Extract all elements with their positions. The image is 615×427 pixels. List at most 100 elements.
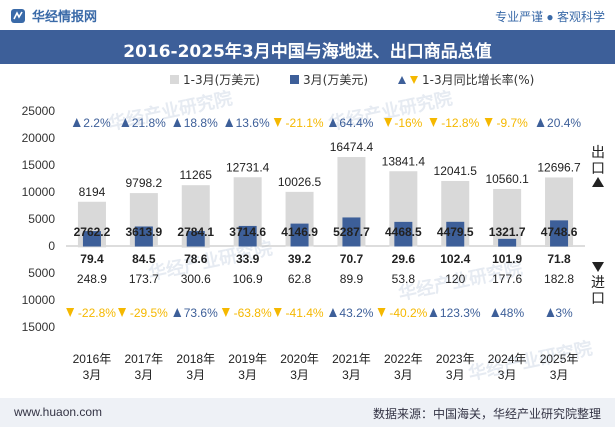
footer-website: www.huaon.com [14,405,103,419]
label-import-ytd: 53.8 [392,272,416,286]
label-export-month: 4748.6 [541,225,578,239]
x-tick-label: 2017年 3月 [124,352,163,382]
label-import-month: 84.5 [132,252,156,266]
label-export-growth: 64.4% [339,116,373,130]
footer-source: 数据来源：中国海关，华经产业研究院整理 [372,407,601,421]
side-label-import-char: 口 [591,290,605,306]
y-tick-label: 10000 [22,185,56,199]
label-import-ytd: 120 [445,272,465,286]
label-import-ytd: 248.9 [77,272,107,286]
label-import-growth: 73.6% [184,306,218,320]
label-export-ytd: 9798.2 [125,176,162,190]
bar-export-month [134,226,153,246]
growth-down-icon [221,308,230,317]
growth-down-icon [273,308,282,317]
label-import-ytd: 106.9 [233,272,263,286]
legend-swatch-ytd [170,75,179,84]
title-bar: 2016-2025年3月中国与海地进、出口商品总值 [0,30,615,64]
bar-export-month [446,221,465,246]
import-down-arrow-icon [592,262,604,272]
label-import-growth: -22.8% [78,306,116,320]
label-import-month: 33.9 [236,252,260,266]
x-tick-label: 2019年 3月 [228,352,267,382]
label-import-growth: 48% [500,306,524,320]
label-export-month: 3714.6 [229,225,266,239]
label-export-month: 2784.1 [177,225,214,239]
x-tick-label: 2018年 3月 [176,352,215,382]
y-tick-label: 0 [48,239,55,253]
x-tick-label: 2021年 3月 [332,352,371,382]
label-export-month: 4468.5 [385,225,422,239]
growth-down-icon [384,118,393,127]
label-import-growth: 3% [555,306,573,320]
label-import-ytd: 173.7 [129,272,159,286]
growth-up-icon [173,308,182,317]
label-export-ytd: 11265 [180,168,213,182]
growth-up-icon [225,118,234,127]
label-export-growth: 20.4% [547,116,581,130]
bar-export-month [238,225,257,246]
side-label-export-char: 出 [591,144,605,160]
growth-down-icon [66,308,75,317]
label-import-growth: -41.4% [286,306,324,320]
brand-logo-icon [11,8,25,23]
label-export-ytd: 13841.4 [382,154,426,168]
x-tick-label: 2020年 3月 [280,352,319,382]
growth-up-icon [328,118,337,127]
bar-import-month [290,246,309,247]
label-export-growth: 13.6% [236,116,270,130]
side-label-export-char: 口 [591,160,605,176]
label-export-ytd: 12041.5 [434,164,478,178]
brand: 华经情报网 [10,6,97,25]
label-import-ytd: 182.8 [544,272,574,286]
growth-down-icon [273,118,282,127]
bar-export-month [550,220,569,246]
bar-import-month [134,246,153,247]
label-export-growth: -21.1% [286,116,324,130]
bar-import-month [498,246,517,247]
bar-import-ytd [181,246,210,248]
label-export-ytd: 10560.1 [485,172,529,186]
label-import-month: 79.4 [80,252,104,266]
bar-export-ytd [493,188,522,246]
bar-import-month [82,246,101,247]
label-export-month: 4146.9 [281,225,318,239]
y-tick-label: 20000 [22,131,56,145]
label-export-month: 4479.5 [437,225,474,239]
growth-up-icon [536,118,545,127]
bar-export-month [394,221,413,246]
y-tick-label: 10000 [22,293,56,307]
chart-title: 2016-2025年3月中国与海地进、出口商品总值 [123,42,492,62]
bar-import-ytd [77,246,106,248]
label-export-ytd: 16474.4 [330,140,374,154]
label-export-growth: -9.7% [496,116,528,130]
bar-import-month [238,246,257,247]
label-import-month: 29.6 [392,252,416,266]
label-import-growth: 43.2% [339,306,373,320]
label-import-growth: -40.2% [389,306,427,320]
legend-up-icon [398,76,406,84]
growth-up-icon [328,308,337,317]
label-export-ytd: 12696.7 [537,160,581,174]
legend-swatch-month [290,75,299,84]
growth-down-icon [118,308,127,317]
footer: www.huaon.com 数据来源：中国海关，华经产业研究院整理 [0,398,615,427]
y-tick-label: 25000 [22,104,56,118]
x-tick-label: 2025年 3月 [540,352,579,382]
bar-import-month [446,246,465,247]
label-import-month: 71.8 [547,252,571,266]
label-export-growth: 18.8% [184,116,218,130]
label-import-growth: -63.8% [234,306,272,320]
bar-import-month [342,246,361,247]
growth-down-icon [377,308,386,317]
legend-label-ytd: 1-3月(万美元) [183,73,260,87]
bar-export-month [290,223,309,246]
label-export-month: 3613.9 [125,225,162,239]
x-tick-label: 2024年 3月 [488,352,527,382]
label-import-month: 78.6 [184,252,208,266]
label-export-ytd: 10026.5 [278,175,322,189]
label-export-growth: 2.2% [83,116,111,130]
legend-down-icon [410,76,418,84]
label-import-month: 101.9 [492,252,522,266]
